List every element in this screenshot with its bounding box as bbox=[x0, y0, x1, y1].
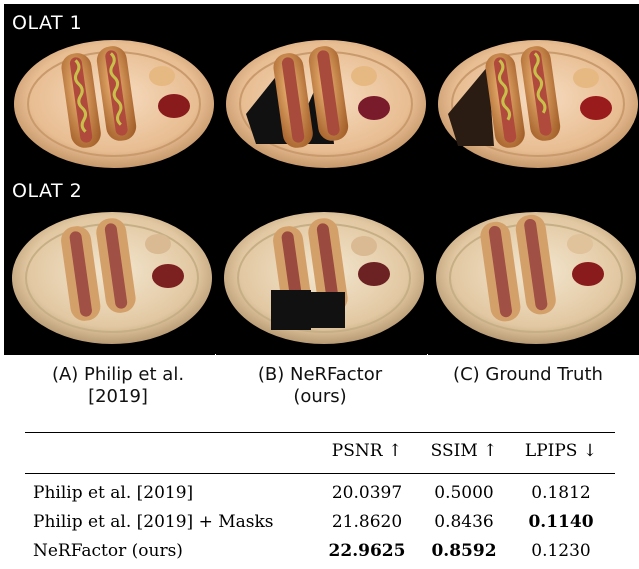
panel-philip-olat-2 bbox=[4, 180, 215, 355]
caption-nerfactor-line-2: (ours) bbox=[293, 386, 347, 407]
panel-ground-truth-olat-1 bbox=[428, 4, 639, 179]
header-ssim: SSIM ↑ bbox=[430, 441, 498, 461]
row-nerfactor-psnr: 22.9625 bbox=[328, 541, 406, 561]
row-philip-lpips: 0.1812 bbox=[531, 483, 591, 503]
panel-nerfactor-olat-2 bbox=[216, 180, 427, 355]
row-philip-masks-psnr: 21.8620 bbox=[331, 512, 403, 532]
table-top-rule bbox=[25, 432, 615, 433]
row-nerfactor-lpips: 0.1230 bbox=[531, 541, 591, 561]
caption-philip: (A) Philip et al. [2019] bbox=[18, 364, 218, 408]
row-method-philip-masks: Philip et al. [2019] + Masks bbox=[33, 512, 274, 532]
panel-ground-truth-olat-2 bbox=[428, 180, 639, 355]
caption-philip-line-1: (A) Philip et al. bbox=[51, 364, 185, 385]
figure-image-grid: OLAT 1 OLAT 2 bbox=[4, 4, 639, 355]
row-label-olat-2: OLAT 2 bbox=[12, 180, 83, 202]
caption-philip-line-2: [2019] bbox=[88, 386, 148, 407]
row-nerfactor-ssim: 0.8592 bbox=[431, 541, 497, 561]
caption-nerfactor: (B) NeRFactor (ours) bbox=[220, 364, 420, 408]
row-philip-masks-ssim: 0.8436 bbox=[434, 512, 494, 532]
row-philip-psnr: 20.0397 bbox=[331, 483, 403, 503]
caption-ground-truth: (C) Ground Truth bbox=[428, 364, 628, 386]
header-psnr: PSNR ↑ bbox=[331, 441, 403, 461]
row-label-olat-1: OLAT 1 bbox=[12, 12, 83, 34]
caption-nerfactor-line-1: (B) NeRFactor bbox=[257, 364, 383, 385]
panel-philip-olat-1 bbox=[4, 4, 215, 179]
panel-nerfactor-olat-1 bbox=[216, 4, 427, 179]
row-method-nerfactor: NeRFactor (ours) bbox=[33, 541, 183, 561]
row-philip-ssim: 0.5000 bbox=[434, 483, 494, 503]
row-philip-masks-lpips: 0.1140 bbox=[528, 512, 594, 532]
table-mid-rule bbox=[25, 473, 615, 474]
header-lpips: LPIPS ↓ bbox=[524, 441, 598, 461]
caption-ground-truth-line-1: (C) Ground Truth bbox=[453, 364, 603, 385]
row-method-philip: Philip et al. [2019] bbox=[33, 483, 194, 503]
